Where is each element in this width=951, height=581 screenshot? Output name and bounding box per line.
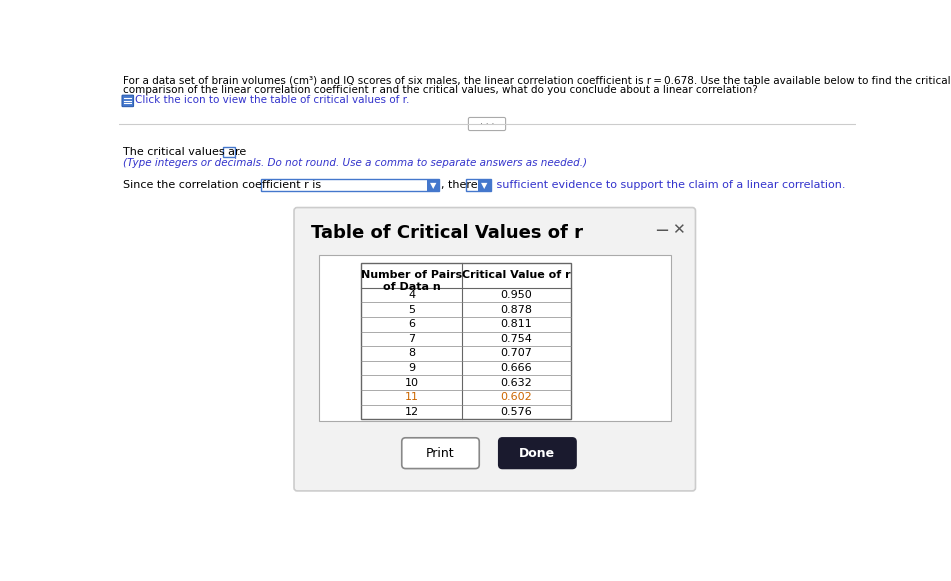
- Text: 4: 4: [408, 290, 416, 300]
- Bar: [427, 179, 439, 191]
- Text: 0.602: 0.602: [500, 392, 533, 403]
- FancyBboxPatch shape: [294, 207, 695, 491]
- Text: comparison of the linear correlation coefficient r and the critical values, what: comparison of the linear correlation coe…: [123, 85, 758, 95]
- FancyBboxPatch shape: [122, 95, 133, 107]
- Text: Table of Critical Values of r: Table of Critical Values of r: [311, 224, 583, 242]
- FancyBboxPatch shape: [401, 437, 479, 469]
- Bar: [261, 179, 439, 191]
- Text: .: .: [237, 147, 241, 157]
- Bar: [319, 255, 670, 421]
- Bar: [478, 179, 491, 191]
- Text: 0.754: 0.754: [500, 334, 533, 344]
- Text: The critical values are: The critical values are: [123, 147, 246, 157]
- Text: (Type integers or decimals. Do not round. Use a comma to separate answers as nee: (Type integers or decimals. Do not round…: [123, 157, 587, 167]
- Text: 9: 9: [408, 363, 416, 373]
- Text: Critical Value of r: Critical Value of r: [462, 270, 571, 279]
- Text: 8: 8: [408, 349, 416, 358]
- Text: Print: Print: [426, 447, 455, 460]
- FancyBboxPatch shape: [469, 117, 506, 131]
- Text: 0.632: 0.632: [500, 378, 533, 388]
- Text: Click the icon to view the table of critical values of r.: Click the icon to view the table of crit…: [135, 95, 410, 105]
- Text: ✕: ✕: [672, 222, 685, 237]
- Text: sufficient evidence to support the claim of a linear correlation.: sufficient evidence to support the claim…: [494, 180, 845, 190]
- Text: 6: 6: [408, 319, 416, 329]
- Text: ▼: ▼: [430, 181, 436, 190]
- Text: 7: 7: [408, 334, 416, 344]
- Text: 0.811: 0.811: [500, 319, 533, 329]
- FancyBboxPatch shape: [498, 437, 576, 469]
- Text: Number of Pairs
of Data n: Number of Pairs of Data n: [361, 270, 462, 292]
- Text: 10: 10: [405, 378, 418, 388]
- Text: For a data set of brain volumes (cm³) and IQ scores of six males, the linear cor: For a data set of brain volumes (cm³) an…: [123, 76, 951, 86]
- Text: 0.950: 0.950: [500, 290, 533, 300]
- Text: 0.878: 0.878: [500, 304, 533, 314]
- Text: 0.707: 0.707: [500, 349, 533, 358]
- Text: Done: Done: [519, 447, 555, 460]
- Bar: [361, 263, 571, 419]
- Text: 0.666: 0.666: [500, 363, 533, 373]
- Text: 5: 5: [408, 304, 416, 314]
- Text: ▼: ▼: [481, 181, 488, 190]
- Bar: [223, 148, 235, 157]
- Bar: [466, 179, 491, 191]
- Text: 11: 11: [405, 392, 418, 403]
- Text: −: −: [653, 222, 669, 240]
- Text: · · ·: · · ·: [480, 120, 495, 128]
- Text: , there: , there: [441, 180, 478, 190]
- Text: Since the correlation coefficient r is: Since the correlation coefficient r is: [123, 180, 320, 190]
- Text: 12: 12: [405, 407, 418, 417]
- Text: 0.576: 0.576: [500, 407, 533, 417]
